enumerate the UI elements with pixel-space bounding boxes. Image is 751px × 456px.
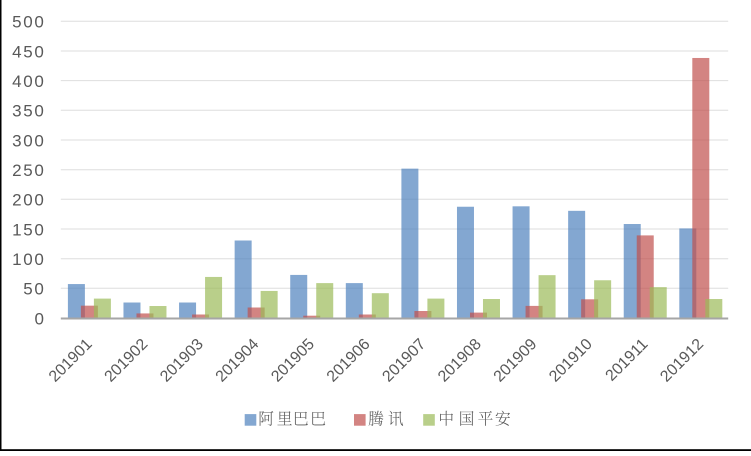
svg-text:100: 100 — [12, 250, 45, 269]
svg-text:450: 450 — [12, 42, 45, 61]
svg-text:200: 200 — [12, 191, 45, 210]
svg-text:50: 50 — [23, 280, 45, 299]
svg-text:400: 400 — [12, 72, 45, 91]
svg-text:250: 250 — [12, 161, 45, 180]
svg-text:0: 0 — [34, 309, 45, 328]
svg-text:300: 300 — [12, 131, 45, 150]
svg-text:350: 350 — [12, 102, 45, 121]
svg-text:150: 150 — [12, 220, 45, 239]
svg-text:500: 500 — [12, 13, 45, 32]
